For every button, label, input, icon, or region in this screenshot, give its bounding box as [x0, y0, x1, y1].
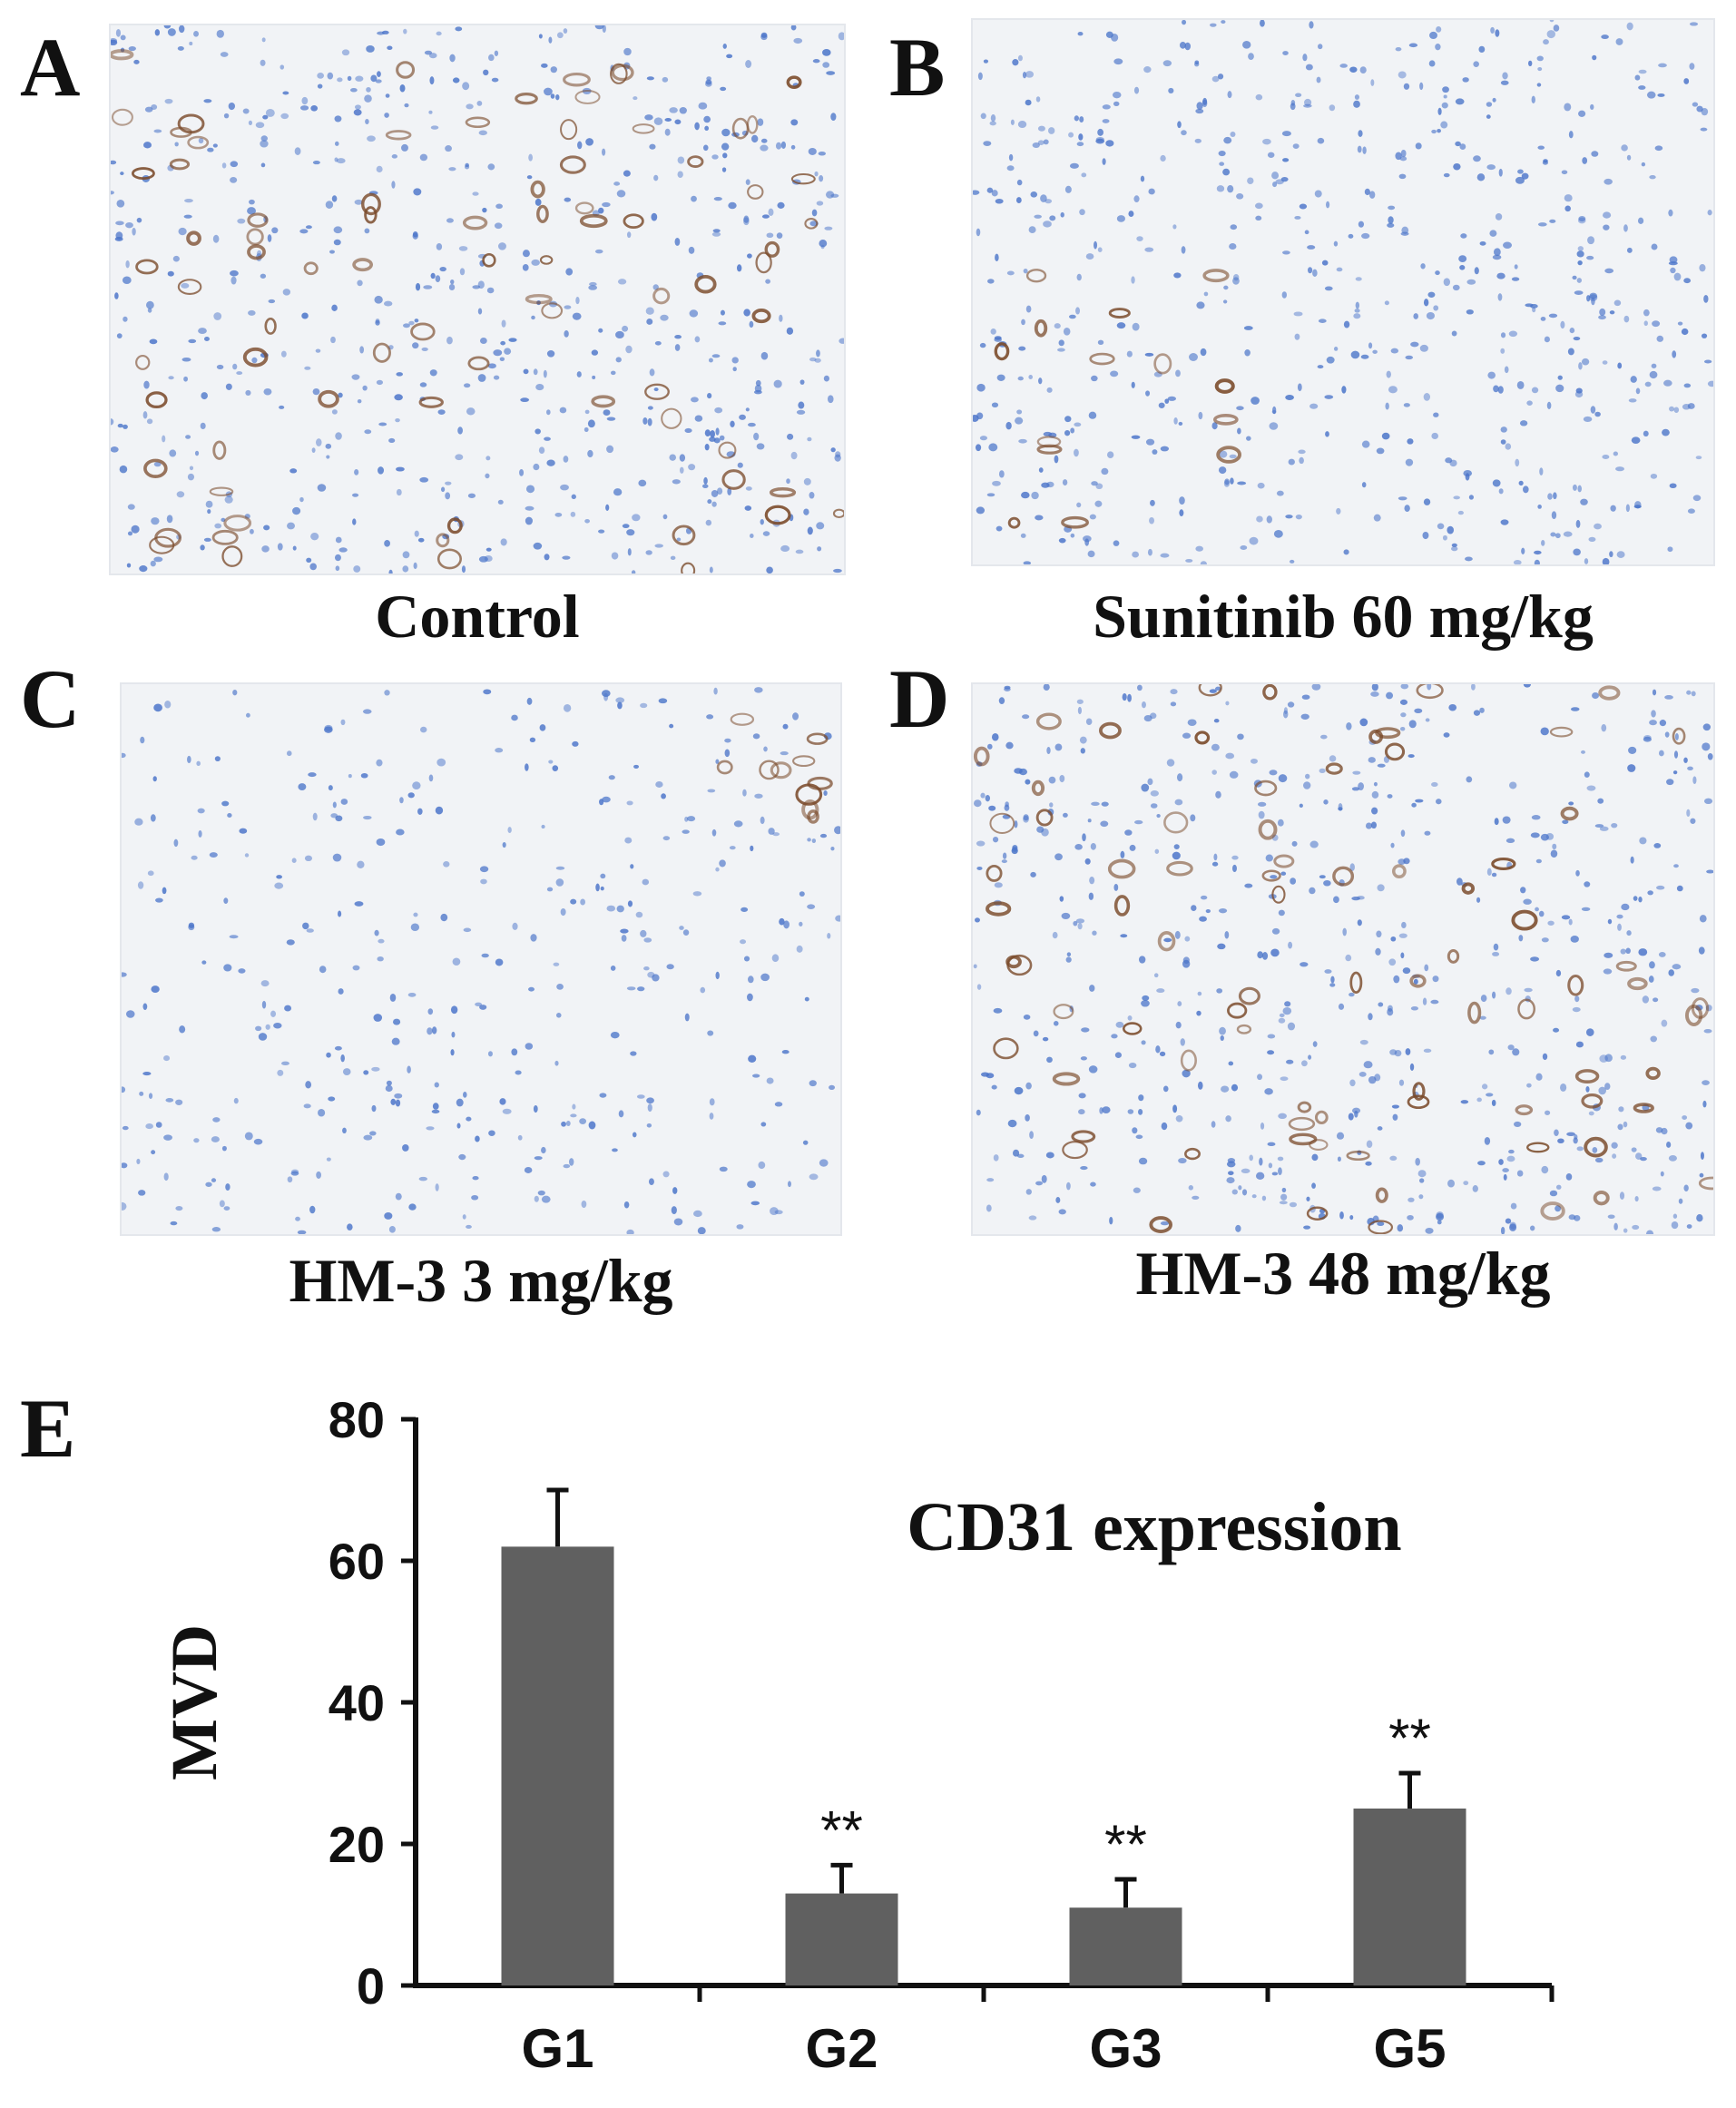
x-tick-label: G2: [805, 2018, 878, 2079]
significance-label: **: [1104, 1814, 1147, 1875]
cd31-bar-chart: 0 20 40 60 80 MVD CD31 expression G1 G2 ** G3 ** G5 *…: [0, 1352, 1736, 2108]
panel-b-letter: B: [889, 21, 946, 113]
significance-label: **: [1388, 1708, 1431, 1769]
nuclei-texture: [111, 25, 844, 574]
panel-b-micrograph: [971, 18, 1715, 566]
panel-c-caption: HM-3 3 mg/kg: [289, 1246, 673, 1315]
x-tick-label: G3: [1089, 2018, 1162, 2079]
y-tick-label: 0: [357, 1957, 385, 2015]
y-tick-label: 20: [329, 1816, 385, 1873]
vessel-texture: [716, 712, 833, 824]
panel-d-caption: HM-3 48 mg/kg: [1135, 1239, 1551, 1308]
bar-g5: [1353, 1809, 1466, 1985]
panel-a-micrograph: [109, 24, 846, 575]
panel-a-caption: Control: [375, 582, 580, 651]
y-tick-label: 40: [329, 1674, 385, 1731]
significance-label: **: [820, 1799, 863, 1860]
x-tick-label: G5: [1373, 2018, 1446, 2079]
y-tick-label: 60: [329, 1533, 385, 1590]
panel-c-letter: C: [20, 652, 81, 745]
nuclei-texture: [973, 684, 1713, 1234]
x-tick-label: G1: [521, 2018, 593, 2079]
y-axis-label: MVD: [158, 1624, 230, 1780]
vessel-texture: [994, 269, 1241, 529]
nuclei-texture: [122, 687, 840, 1234]
panel-a-letter: A: [20, 21, 81, 113]
bar-g1: [501, 1546, 614, 1985]
panel-c-micrograph: [120, 682, 842, 1236]
bar-g3: [1069, 1907, 1182, 1985]
vessel-texture: [111, 49, 844, 574]
panel-d-letter: D: [889, 652, 950, 745]
nuclei-texture: [973, 20, 1713, 564]
panel-e-letter: E: [20, 1382, 76, 1475]
panel-b-caption: Sunitinib 60 mg/kg: [1093, 582, 1594, 651]
chart-title: CD31 expression: [907, 1489, 1401, 1565]
bar-g2: [785, 1893, 898, 1985]
panel-d-micrograph: [971, 682, 1715, 1236]
y-tick-label: 80: [329, 1391, 385, 1448]
vessel-texture: [973, 684, 1713, 1234]
